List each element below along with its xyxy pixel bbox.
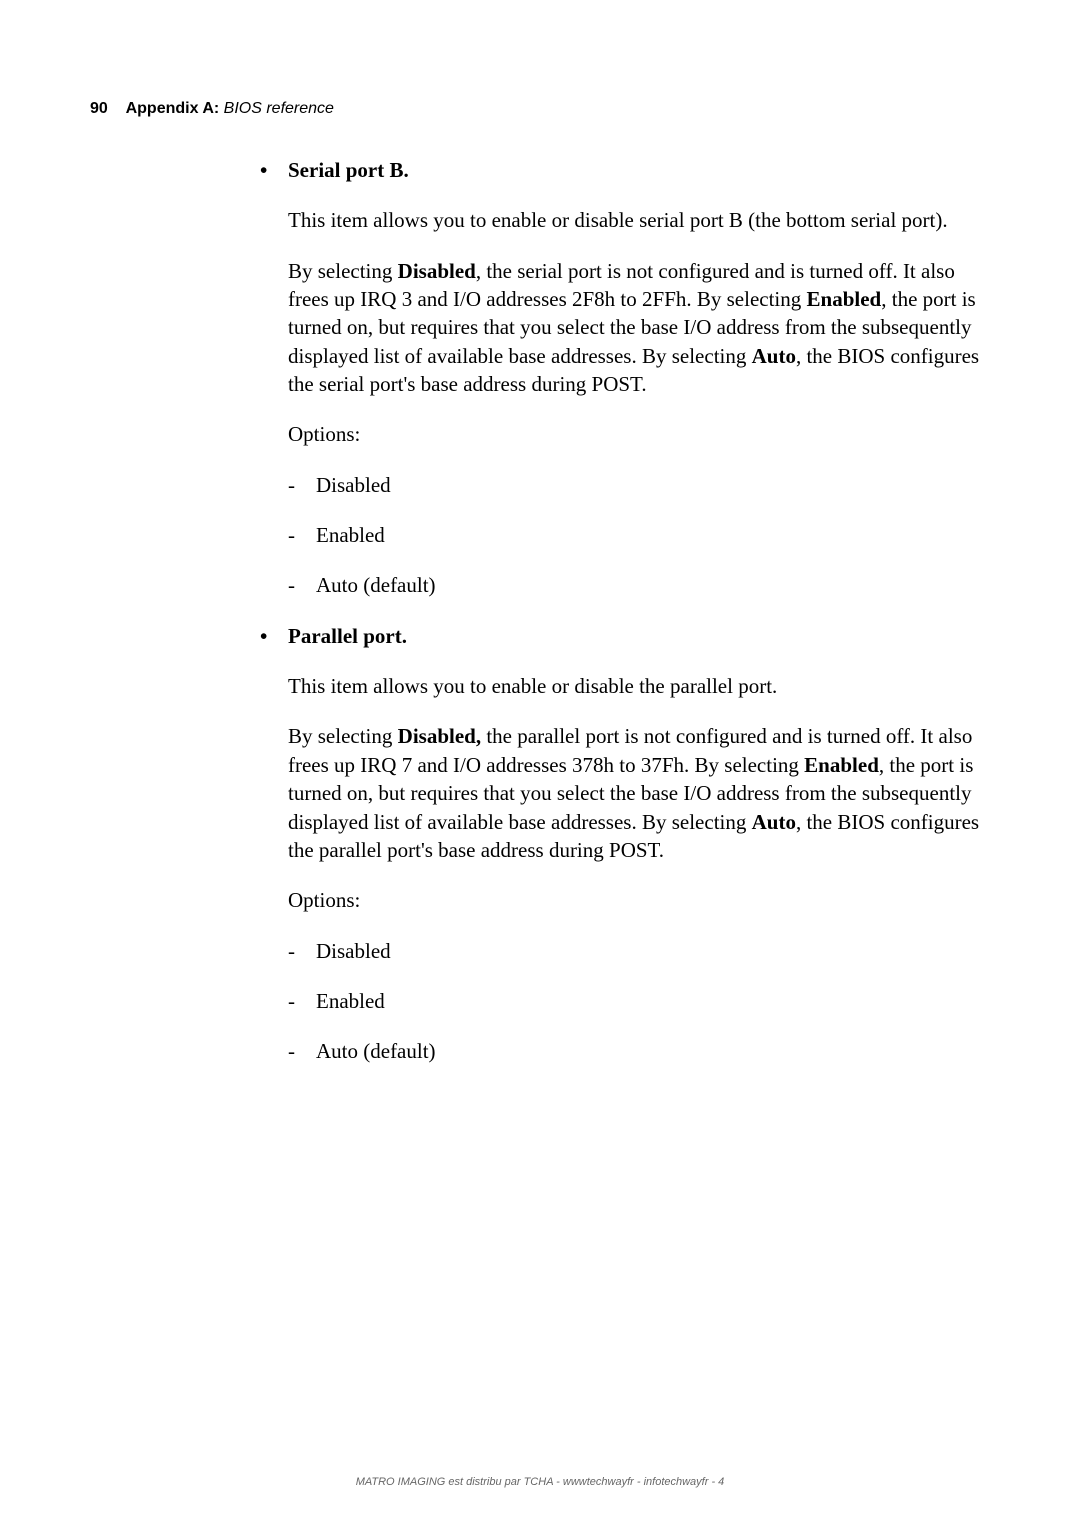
body-bold: Disabled, [398,724,481,748]
intro-paragraph: This item allows you to enable or disabl… [288,206,1000,234]
body-text: By selecting [288,259,398,283]
option-item: - Disabled [288,937,1000,965]
option-text: Enabled [316,521,385,549]
option-item: - Auto (default) [288,1037,1000,1065]
bullet-parallel-port: • Parallel port. [260,622,1000,650]
bullet-label: Serial port B. [288,156,409,184]
dash-mark: - [288,1037,316,1065]
body-bold: Enabled [804,753,879,777]
bullet-mark: • [260,622,288,650]
option-text: Disabled [316,471,391,499]
appendix-subtitle: BIOS reference [224,100,334,117]
option-text: Disabled [316,937,391,965]
option-text: Enabled [316,987,385,1015]
dash-mark: - [288,987,316,1015]
option-item: - Disabled [288,471,1000,499]
options-label: Options: [288,420,1000,448]
bullet-mark: • [260,156,288,184]
page-header: 90 Appendix A: BIOS reference [90,100,990,118]
options-label: Options: [288,886,1000,914]
body-bold: Auto [752,344,796,368]
option-text: Auto (default) [316,1037,436,1065]
bullet-serial-port-b: • Serial port B. [260,156,1000,184]
option-item: - Enabled [288,987,1000,1015]
page-footer: MATRO IMAGING est distribu par TCHA - ww… [0,1476,1080,1488]
dash-mark: - [288,937,316,965]
body-text: By selecting [288,724,398,748]
page: 90 Appendix A: BIOS reference • Serial p… [0,0,1080,1528]
option-text: Auto (default) [316,571,436,599]
option-item: - Auto (default) [288,571,1000,599]
dash-mark: - [288,471,316,499]
dash-mark: - [288,571,316,599]
content-body: • Serial port B. This item allows you to… [260,156,1000,1066]
body-bold: Enabled [807,287,882,311]
dash-mark: - [288,521,316,549]
body-paragraph: By selecting Disabled, the parallel port… [288,722,1000,864]
body-bold: Disabled [398,259,476,283]
appendix-label: Appendix A: [126,100,220,117]
body-paragraph: By selecting Disabled, the serial port i… [288,257,1000,399]
page-number: 90 [90,100,108,117]
bullet-label: Parallel port. [288,622,407,650]
intro-paragraph: This item allows you to enable or disabl… [288,672,1000,700]
option-item: - Enabled [288,521,1000,549]
body-bold: Auto [752,810,796,834]
